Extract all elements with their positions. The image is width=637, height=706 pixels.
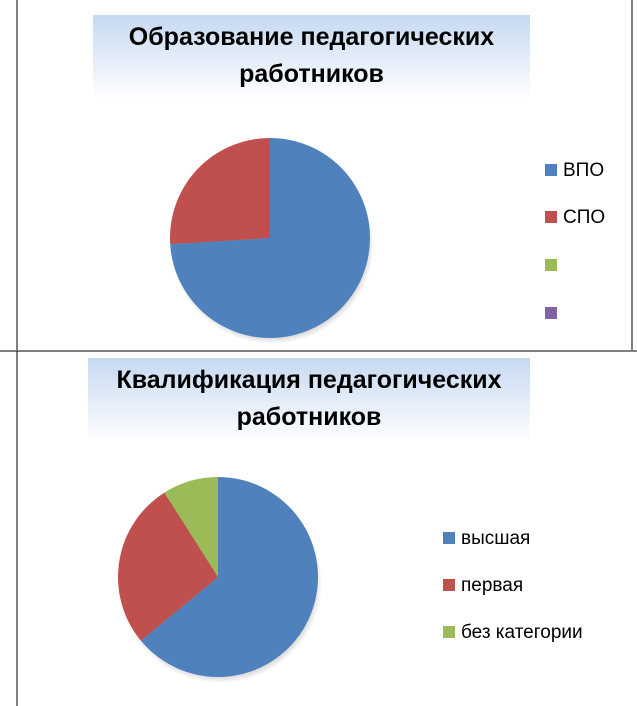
pie-slice: [118, 492, 218, 641]
legend-label: первая: [461, 575, 523, 596]
legend-swatch: [545, 259, 557, 271]
pie-slice: [170, 138, 270, 245]
legend-swatch: [443, 532, 455, 544]
title-box: [93, 15, 530, 100]
legend-swatch: [545, 164, 557, 176]
pie-slice: [170, 138, 370, 338]
legend-label: высшая: [461, 528, 530, 549]
legend-swatch: [545, 307, 557, 319]
legend-label: без категории: [461, 622, 583, 643]
pie-slice: [164, 477, 218, 577]
legend-swatch: [443, 579, 455, 591]
chart-title: Образование педагогических работников: [129, 23, 494, 88]
legend-swatch: [545, 211, 557, 223]
chart-title: Квалификация педагогических работников: [116, 366, 501, 431]
legend-label: СПО: [563, 207, 605, 228]
legend-swatch: [443, 626, 455, 638]
title-box: [88, 358, 530, 442]
legend-label: ВПО: [563, 160, 604, 181]
pie-slice: [140, 477, 319, 677]
